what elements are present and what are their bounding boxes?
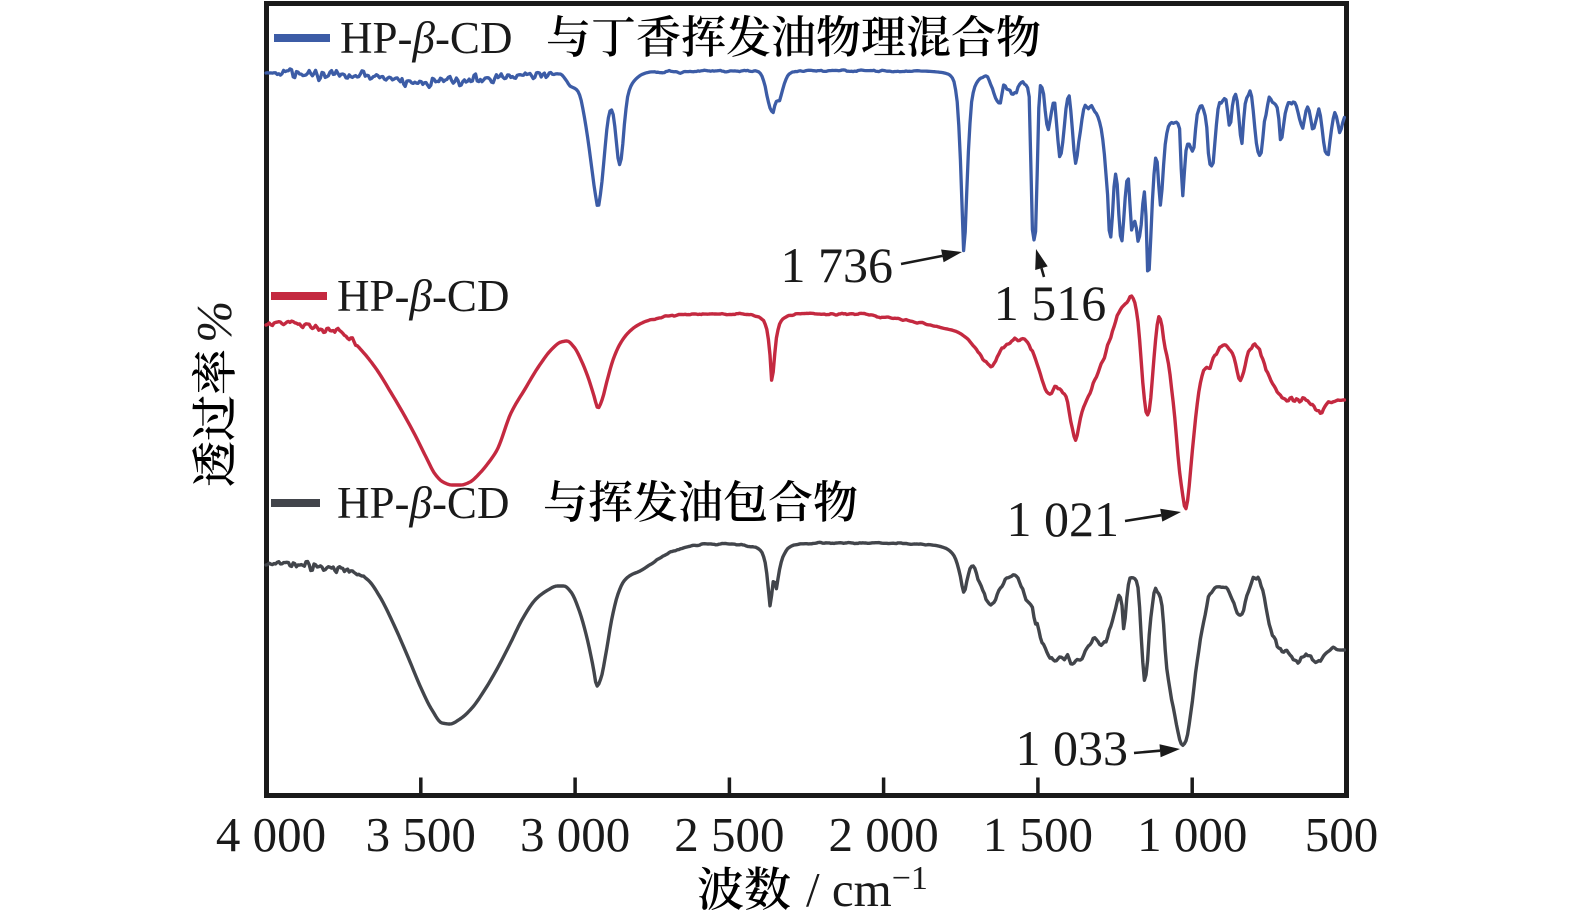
svg-text:1 033: 1 033 [1016,720,1129,776]
svg-text:3 000: 3 000 [520,807,630,862]
svg-text:500: 500 [1305,807,1379,862]
svg-text:HP-β-CD: HP-β-CD [337,478,509,528]
svg-text:%: % [186,297,242,346]
svg-text:1 500: 1 500 [983,807,1093,862]
svg-text:2 000: 2 000 [828,807,938,862]
svg-text:HP-β-CD: HP-β-CD [337,271,509,321]
svg-text:3 500: 3 500 [366,807,476,862]
svg-text:4 000: 4 000 [216,807,326,862]
svg-text:1 516: 1 516 [994,275,1107,331]
svg-text:1 021: 1 021 [1007,491,1120,547]
svg-text:HP-β-CD: HP-β-CD [340,13,512,63]
svg-text:1 736: 1 736 [781,237,894,293]
svg-text:2 500: 2 500 [674,807,784,862]
svg-text:1 000: 1 000 [1137,807,1247,862]
